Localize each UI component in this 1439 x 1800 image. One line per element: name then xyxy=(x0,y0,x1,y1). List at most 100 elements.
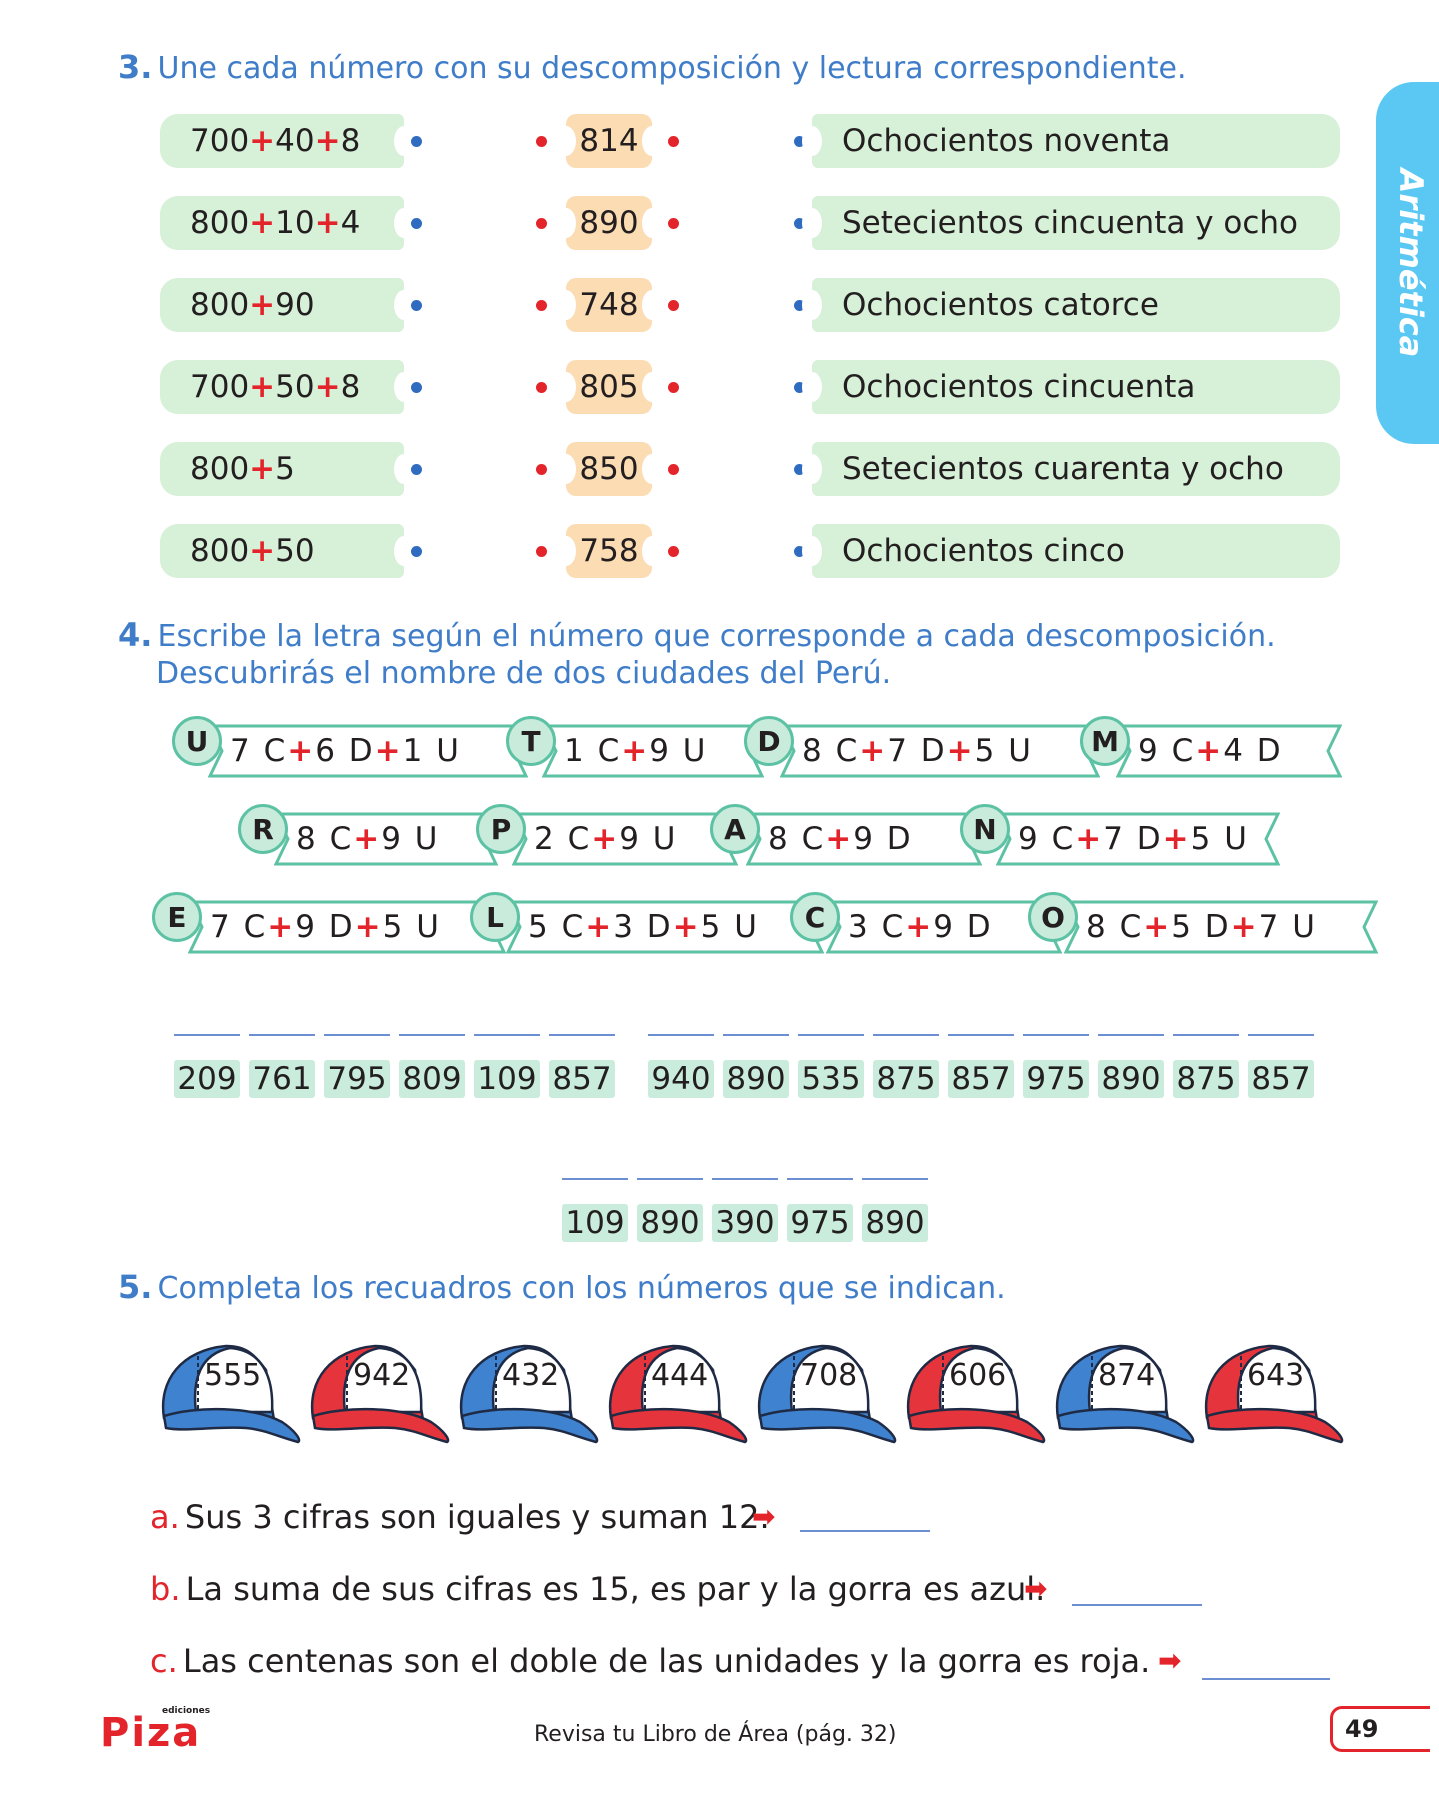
ribbon-terms: 9 C + 7 D + 5 U xyxy=(1018,812,1249,866)
number-box: 850 xyxy=(556,442,662,496)
ribbon-l: 5 C + 3 D + 5 U xyxy=(506,900,824,954)
letter-blank[interactable] xyxy=(723,1034,789,1036)
match-dot[interactable] xyxy=(668,218,679,229)
plus-sign: + xyxy=(249,205,276,241)
reading-text: Setecientos cincuenta y ocho xyxy=(842,205,1299,241)
letter-blank[interactable] xyxy=(712,1178,778,1180)
match-dot[interactable] xyxy=(794,464,805,475)
ribbon-n: 9 C + 7 D + 5 U xyxy=(996,812,1280,866)
match-dot[interactable] xyxy=(794,546,805,557)
letter-blank[interactable] xyxy=(174,1034,240,1036)
match-dot[interactable] xyxy=(411,546,422,557)
term: 5 C xyxy=(528,909,586,945)
match-dot[interactable] xyxy=(411,300,422,311)
term: 90 xyxy=(275,287,315,323)
match-dot[interactable] xyxy=(668,546,679,557)
match-dot[interactable] xyxy=(794,300,805,311)
code-number: 890 xyxy=(862,1204,928,1242)
letter-circle: T xyxy=(506,716,556,766)
letter-blank[interactable] xyxy=(787,1178,853,1180)
letter-blank[interactable] xyxy=(948,1034,1014,1036)
match-dot[interactable] xyxy=(536,300,547,311)
letter-blank[interactable] xyxy=(637,1178,703,1180)
answer-a-blank[interactable] xyxy=(800,1530,930,1532)
match-dot[interactable] xyxy=(536,136,547,147)
plus-sign: + xyxy=(314,123,341,159)
arrow-b-icon: ➡ xyxy=(1024,1572,1048,1605)
code-number: 857 xyxy=(948,1060,1014,1098)
match-dot[interactable] xyxy=(411,382,422,393)
term: 5 U xyxy=(700,909,759,945)
letter-blank[interactable] xyxy=(1023,1034,1089,1036)
cap-part xyxy=(1056,1407,1195,1444)
page-number: 49 xyxy=(1330,1706,1430,1752)
number-value: 850 xyxy=(579,451,639,487)
letter-blank[interactable] xyxy=(474,1034,540,1036)
number-value: 748 xyxy=(579,287,639,323)
letter-circle: R xyxy=(238,804,288,854)
answer-b-blank[interactable] xyxy=(1072,1604,1202,1606)
code-number: 109 xyxy=(474,1060,540,1098)
match-dot[interactable] xyxy=(536,382,547,393)
letter-blank[interactable] xyxy=(1098,1034,1164,1036)
match-dot[interactable] xyxy=(794,382,805,393)
match-dot[interactable] xyxy=(668,300,679,311)
letter-blank[interactable] xyxy=(1173,1034,1239,1036)
question-b: b. La suma de sus cifras es 15, es par y… xyxy=(150,1570,1045,1608)
term: 9 D xyxy=(933,909,993,945)
letter-blank[interactable] xyxy=(249,1034,315,1036)
match-dot[interactable] xyxy=(794,218,805,229)
question-a: a. Sus 3 cifras son iguales y suman 12. xyxy=(150,1498,770,1536)
answer-c-blank[interactable] xyxy=(1202,1678,1330,1680)
letter-blank[interactable] xyxy=(324,1034,390,1036)
code-number: 209 xyxy=(174,1060,240,1098)
match-dot[interactable] xyxy=(536,464,547,475)
reading-text: Setecientos cuarenta y ocho xyxy=(842,451,1284,487)
cap-number: 643 xyxy=(1247,1358,1305,1393)
letter-blank[interactable] xyxy=(399,1034,465,1036)
ribbon-terms: 8 C + 9 U xyxy=(296,812,440,866)
match-dot[interactable] xyxy=(668,464,679,475)
cap-part xyxy=(789,1346,870,1414)
term: 9 C xyxy=(1018,821,1076,857)
plus-sign: + xyxy=(249,123,276,159)
letter-blank[interactable] xyxy=(549,1034,615,1036)
decomposition-box: 700 + 50 + 8 xyxy=(160,360,414,414)
number-value: 890 xyxy=(579,205,639,241)
letter-blank[interactable] xyxy=(1248,1034,1314,1036)
exercise-4-instruction-line2: Descubrirás el nombre de dos ciudades de… xyxy=(156,656,892,691)
letter-blank[interactable] xyxy=(862,1178,928,1180)
match-dot[interactable] xyxy=(411,218,422,229)
ribbon-shape xyxy=(1116,724,1342,778)
letter-blank[interactable] xyxy=(798,1034,864,1036)
match-dot[interactable] xyxy=(411,464,422,475)
arrow-a-icon: ➡ xyxy=(752,1500,776,1533)
letter-circle: L xyxy=(470,892,520,942)
letter-blank[interactable] xyxy=(648,1034,714,1036)
ribbon-shape xyxy=(1064,900,1378,954)
match-dot[interactable] xyxy=(794,136,805,147)
match-dot[interactable] xyxy=(668,382,679,393)
match-dot[interactable] xyxy=(668,136,679,147)
plus-sign: + xyxy=(585,909,614,945)
match-dot[interactable] xyxy=(411,136,422,147)
code-number: 795 xyxy=(324,1060,390,1098)
match-dot[interactable] xyxy=(536,546,547,557)
ribbon-terms: 1 C + 9 U xyxy=(564,724,708,778)
letter-blank[interactable] xyxy=(873,1034,939,1036)
plus-sign: + xyxy=(1075,821,1104,857)
term: 7 D xyxy=(1103,821,1163,857)
letter-circle: O xyxy=(1028,892,1078,942)
plus-sign: + xyxy=(1230,909,1259,945)
term: 4 D xyxy=(1223,733,1283,769)
letter-blank[interactable] xyxy=(562,1178,628,1180)
side-tab-label: Aritmética xyxy=(1392,168,1430,358)
cap-red: 643 xyxy=(1199,1340,1347,1444)
term: 9 U xyxy=(619,821,678,857)
number-box: 890 xyxy=(556,196,662,250)
match-dot[interactable] xyxy=(536,218,547,229)
cap-red: 942 xyxy=(305,1340,453,1444)
reading-text: Ochocientos cinco xyxy=(842,533,1125,569)
code-number: 890 xyxy=(723,1060,789,1098)
ribbon-o: 8 C + 5 D + 7 U xyxy=(1064,900,1378,954)
